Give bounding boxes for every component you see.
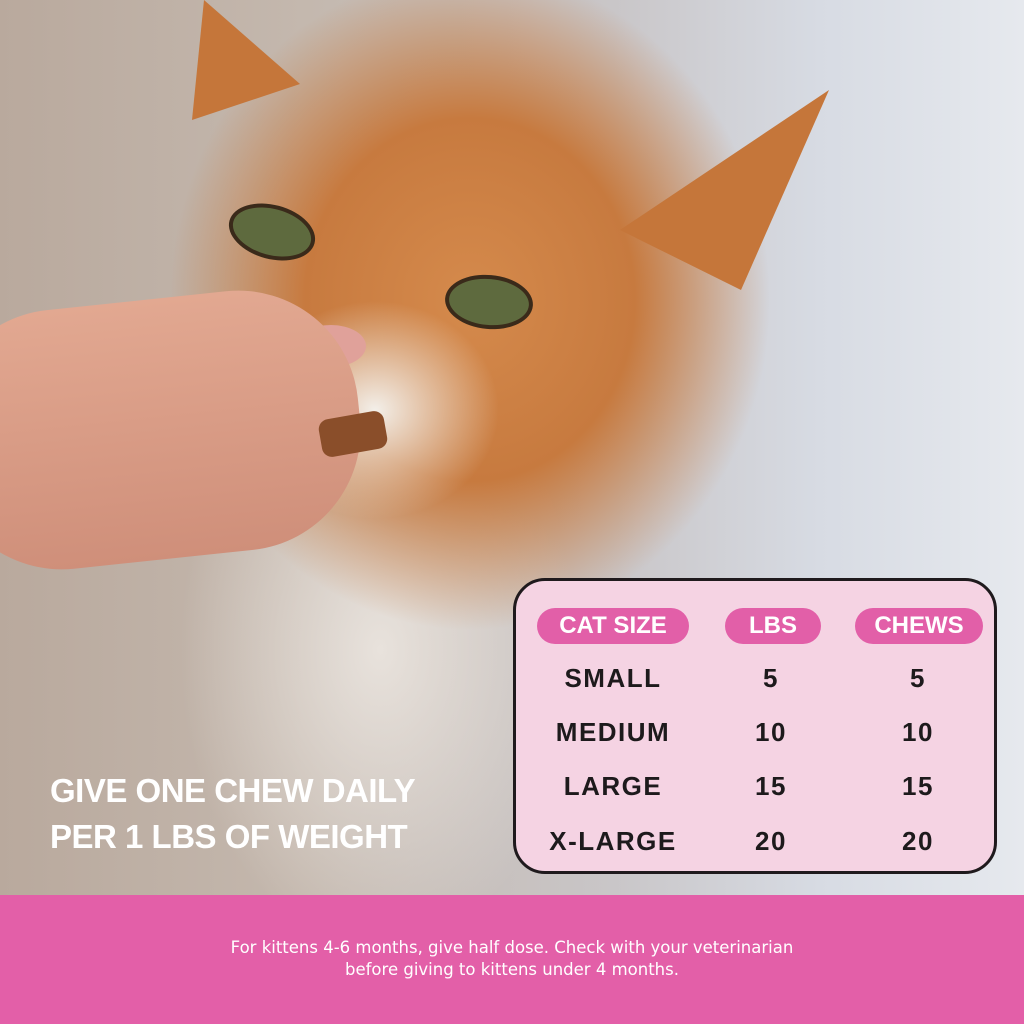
kitten-dosage-note: For kittens 4-6 months, give half dose. … bbox=[0, 937, 1024, 981]
header-cat-size: CAT SIZE bbox=[537, 608, 689, 644]
table-row-chews: 15 bbox=[902, 771, 934, 801]
headline-line-1: GIVE ONE CHEW DAILY bbox=[50, 772, 416, 809]
table-row-lbs: 15 bbox=[755, 771, 787, 801]
table-row-chews: 5 bbox=[910, 663, 926, 693]
cat-eye-left bbox=[222, 194, 322, 270]
cat-ear-right bbox=[620, 90, 829, 290]
note-line-2: before giving to kittens under 4 months. bbox=[345, 960, 679, 979]
table-row-lbs: 10 bbox=[755, 717, 787, 747]
cat-photo bbox=[0, 0, 1024, 895]
table-row-size: SMALL bbox=[564, 663, 662, 693]
table-row-chews: 10 bbox=[902, 717, 934, 747]
footer-banner bbox=[0, 895, 1024, 1024]
dosage-table: CAT SIZE LBS CHEWS SMALL 5 5 MEDIUM 10 1… bbox=[513, 578, 997, 874]
dosage-headline: GIVE ONE CHEW DAILY PER 1 LBS OF WEIGHT bbox=[50, 768, 416, 860]
cat-ear-left bbox=[192, 0, 300, 120]
table-row-size: X-LARGE bbox=[549, 826, 677, 856]
table-row-lbs: 20 bbox=[755, 826, 787, 856]
hand bbox=[0, 278, 373, 582]
headline-line-2: PER 1 LBS OF WEIGHT bbox=[50, 818, 408, 855]
table-row-chews: 20 bbox=[902, 826, 934, 856]
table-row-size: LARGE bbox=[563, 771, 663, 801]
header-lbs: LBS bbox=[725, 608, 821, 644]
header-chews: CHEWS bbox=[855, 608, 983, 644]
table-row-lbs: 5 bbox=[763, 663, 779, 693]
note-line-1: For kittens 4-6 months, give half dose. … bbox=[230, 938, 794, 957]
cat-eye-right bbox=[442, 271, 536, 333]
table-row-size: MEDIUM bbox=[555, 717, 671, 747]
